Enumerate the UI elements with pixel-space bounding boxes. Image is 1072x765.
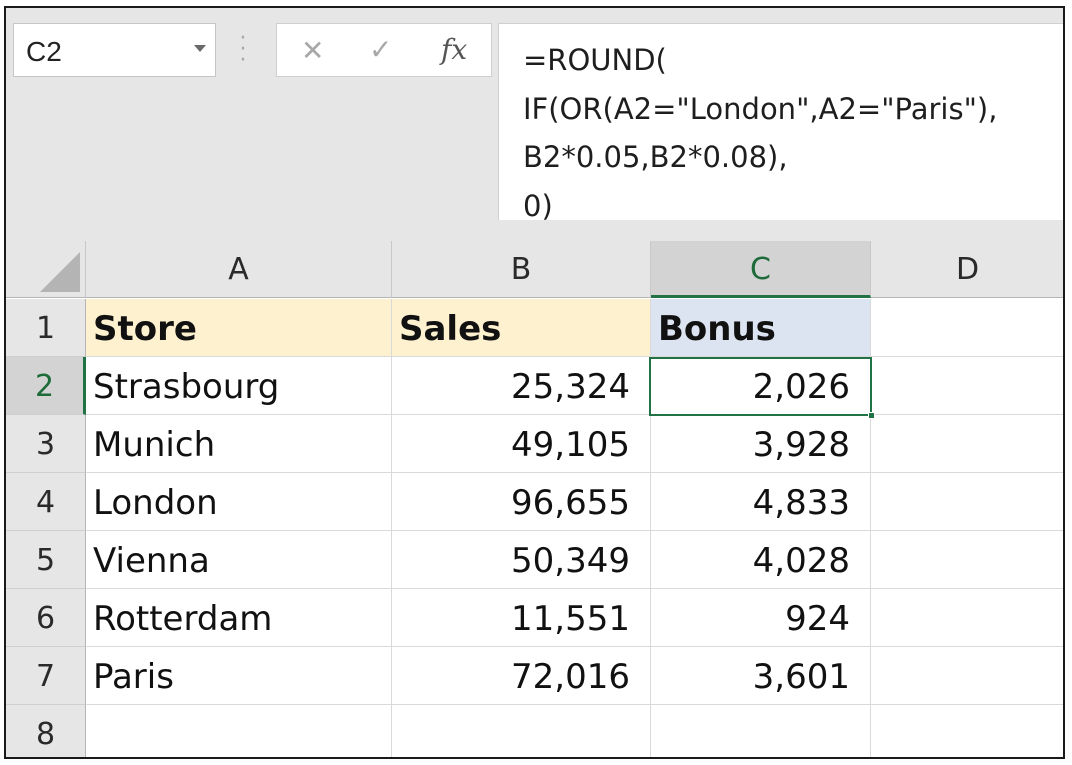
cell-d3[interactable] [871, 415, 1063, 473]
cell-a3[interactable]: Munich [86, 415, 392, 473]
cell-a4[interactable]: London [86, 473, 392, 531]
formula-buttons: ✕ ✓ fx [276, 23, 492, 77]
cell-a1[interactable]: Store [86, 299, 392, 357]
name-box-value: C2 [26, 36, 62, 67]
spreadsheet-window: C2 · · · ✕ ✓ fx =ROUND( IF(OR(A2="London",… [4, 6, 1065, 759]
row-header-1[interactable]: 1 [6, 299, 86, 357]
cell-d1[interactable] [871, 299, 1063, 357]
cell-a7[interactable]: Paris [86, 647, 392, 705]
column-header-c[interactable]: C [651, 241, 871, 298]
cell-b5[interactable]: 50,349 [392, 531, 651, 589]
cell-d4[interactable] [871, 473, 1063, 531]
formula-line: IF(OR(A2="London",A2="Paris"), [523, 91, 998, 126]
name-box[interactable]: C2 [13, 23, 216, 77]
cell-c7[interactable]: 3,601 [651, 647, 871, 705]
select-all-button[interactable] [6, 241, 86, 298]
select-all-triangle-icon [40, 252, 80, 292]
insert-function-icon[interactable]: fx [441, 33, 468, 66]
cell-a2[interactable]: Strasbourg [86, 357, 392, 415]
cell-d8[interactable] [871, 705, 1063, 757]
row-header-4[interactable]: 4 [6, 473, 86, 531]
column-header-a[interactable]: A [86, 241, 392, 298]
formula-line: 0) [523, 188, 553, 223]
cell-d7[interactable] [871, 647, 1063, 705]
cell-d6[interactable] [871, 589, 1063, 647]
row-header-7[interactable]: 7 [6, 647, 86, 705]
cell-b1[interactable]: Sales [392, 299, 651, 357]
formula-input[interactable]: =ROUND( IF(OR(A2="London",A2="Paris"), B… [498, 23, 1063, 223]
fill-handle[interactable] [868, 412, 875, 419]
column-header-d[interactable]: D [871, 241, 1063, 298]
formula-line: B2*0.05,B2*0.08), [523, 140, 788, 174]
cell-b8[interactable] [392, 705, 651, 757]
cell-a8[interactable] [86, 705, 392, 757]
cell-b4[interactable]: 96,655 [392, 473, 651, 531]
cell-d2[interactable] [871, 357, 1063, 415]
cell-c6[interactable]: 924 [651, 589, 871, 647]
cell-c8[interactable] [651, 705, 871, 757]
cell-c4[interactable]: 4,833 [651, 473, 871, 531]
cell-b3[interactable]: 49,105 [392, 415, 651, 473]
cell-d5[interactable] [871, 531, 1063, 589]
formula-line: =ROUND( [523, 43, 667, 77]
cell-b6[interactable]: 11,551 [392, 589, 651, 647]
close-icon[interactable]: ✕ [301, 34, 325, 67]
cell-b2[interactable]: 25,324 [392, 357, 651, 415]
grip-dots-icon[interactable]: · · · [239, 26, 247, 73]
row-header-2[interactable]: 2 [6, 357, 86, 415]
chevron-down-icon[interactable] [194, 45, 206, 52]
row-header-5[interactable]: 5 [6, 531, 86, 589]
cell-a5[interactable]: Vienna [86, 531, 392, 589]
check-icon[interactable]: ✓ [369, 33, 393, 66]
column-header-b[interactable]: B [392, 241, 651, 298]
cell-c2[interactable]: 2,026 [651, 357, 871, 415]
cell-b7[interactable]: 72,016 [392, 647, 651, 705]
cell-c1[interactable]: Bonus [651, 299, 871, 357]
row-header-8[interactable]: 8 [6, 705, 86, 757]
row-header-6[interactable]: 6 [6, 589, 86, 647]
formula-bar-area: C2 · · · ✕ ✓ fx =ROUND( IF(OR(A2="London",… [6, 8, 1063, 241]
cell-c5[interactable]: 4,028 [651, 531, 871, 589]
row-header-3[interactable]: 3 [6, 415, 86, 473]
cell-a6[interactable]: Rotterdam [86, 589, 392, 647]
cell-c3[interactable]: 3,928 [651, 415, 871, 473]
